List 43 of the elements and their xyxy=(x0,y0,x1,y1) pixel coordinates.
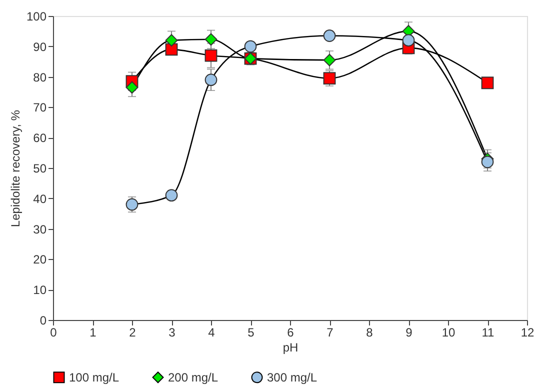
legend-label: 300 mg/L xyxy=(267,370,318,384)
point xyxy=(244,40,257,53)
point xyxy=(165,43,178,56)
x-tick-label: 7 xyxy=(326,326,334,340)
x-tick-label: 5 xyxy=(248,326,255,340)
y-tick-label: 0 xyxy=(40,314,47,328)
legend-label: 200 mg/L xyxy=(168,370,218,384)
point xyxy=(126,81,138,94)
x-tick-label: 3 xyxy=(168,326,176,340)
point xyxy=(204,33,218,46)
point xyxy=(481,76,494,90)
x-tick-label: 2 xyxy=(129,326,136,340)
x-tick-label: 8 xyxy=(366,326,374,340)
y-tick-label: 10 xyxy=(33,283,47,298)
x-tick-label: 0 xyxy=(50,326,58,340)
y-tick-label: 30 xyxy=(33,222,47,236)
y-tick-label: 20 xyxy=(33,252,47,267)
point xyxy=(323,30,336,42)
x-tick-label: 6 xyxy=(287,326,294,340)
point xyxy=(126,198,138,211)
y-axis-title: Lepidolite recovery, % xyxy=(8,110,22,228)
y-tick-label: 80 xyxy=(33,70,47,84)
x-tick-label: 4 xyxy=(208,326,216,340)
x-tick-label: 10 xyxy=(442,326,456,340)
x-axis-title: pH xyxy=(282,340,298,354)
y-tick-label: 70 xyxy=(33,100,47,115)
y-tick-label: 100 xyxy=(26,10,47,24)
point xyxy=(323,54,336,66)
point xyxy=(165,189,178,202)
point xyxy=(165,34,178,47)
y-tick-label: 50 xyxy=(33,162,47,176)
y-tick-label: 40 xyxy=(33,192,47,206)
point xyxy=(204,49,218,62)
y-tick-label: 60 xyxy=(33,131,47,146)
x-tick-label: 11 xyxy=(482,326,495,340)
x-tick-label: 1 xyxy=(90,326,97,340)
x-tick-label: 9 xyxy=(406,326,413,340)
y-tick-label: 90 xyxy=(33,40,47,54)
point xyxy=(204,74,218,86)
point xyxy=(402,34,415,47)
point xyxy=(481,156,494,168)
legend-label: 100 mg/L xyxy=(69,370,120,384)
x-tick-label: 12 xyxy=(520,326,534,340)
